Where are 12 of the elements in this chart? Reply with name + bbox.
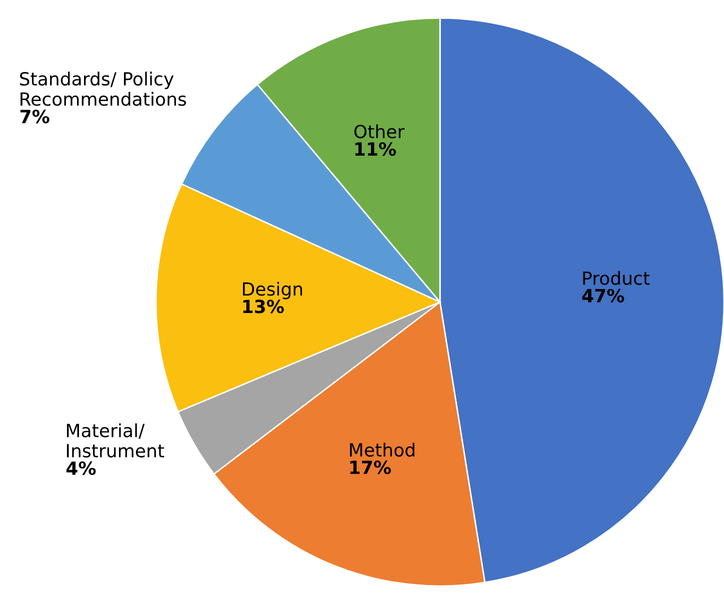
data-label: 4% [66, 461, 96, 476]
slice-label: Other [354, 124, 405, 138]
slice-label: Material/ Instrument [66, 423, 164, 458]
data-label: 11% [355, 142, 396, 156]
data-label: 13% [243, 300, 284, 314]
data-label: 17% [350, 460, 391, 474]
data-label: 47% [582, 288, 624, 302]
data-label: 7% [20, 110, 50, 124]
slice-label: Product [583, 271, 650, 285]
slice-label: Method [350, 442, 414, 457]
slice-label: Design [242, 282, 302, 300]
slice-label: Standards/ Policy Recommendations [20, 72, 186, 106]
